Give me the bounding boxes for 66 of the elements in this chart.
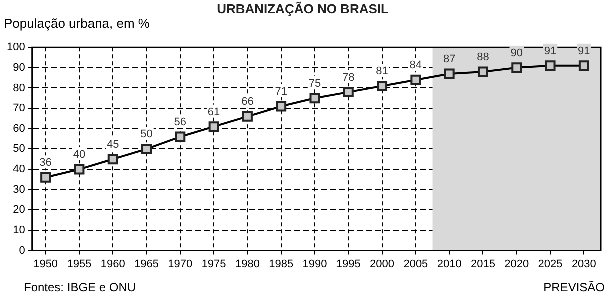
y-tick-label: 20 [13,204,26,216]
data-label: 91 [544,45,557,58]
data-label: 91 [578,45,590,58]
chart-title: URBANIZAÇÃO NO BRASIL [217,1,389,16]
y-tick-label: 50 [13,143,26,156]
data-label: 81 [376,66,388,78]
x-tick-label: 1960 [100,258,126,270]
data-label: 66 [242,96,254,108]
x-tick-label: 1985 [269,258,294,270]
y-tick-label: 100 [6,42,26,54]
y-tick-label: 90 [13,62,26,74]
point [444,68,455,80]
x-tick-label: 2005 [404,258,428,270]
point [343,87,354,98]
data-label: 40 [73,149,86,162]
data-label: 71 [275,86,288,98]
x-tick-label: 1950 [34,258,58,270]
point [74,164,85,175]
data-label: 90 [510,47,524,60]
point [545,60,556,72]
x-tick-label: 1975 [202,258,226,270]
point [478,66,488,78]
text: Fontes: IBGE e ONU [24,280,136,294]
data-label: 75 [308,78,322,90]
y-tick-label: 60 [13,122,26,135]
y-tick-label: 70 [13,102,26,115]
x-tick-label: 1995 [336,258,361,270]
x-tick-label: 1965 [134,258,159,270]
x-tick-label: 2000 [370,258,395,270]
point [512,62,522,74]
x-tick-label: 1970 [168,258,193,270]
y-tick-label: 30 [13,184,26,196]
data-label: 45 [106,138,120,151]
data-label: 78 [342,72,355,84]
data-label: 36 [40,157,52,170]
x-tick-label: 2015 [470,258,496,270]
x-tick-label: 2020 [504,258,530,270]
data-label: 50 [140,128,153,141]
x-tick-label: 1980 [235,258,260,270]
x-tick-label: 1955 [67,258,92,270]
y-tick-label: 80 [13,82,26,94]
point [40,172,52,183]
y-tick-label: 10 [13,224,26,237]
point [175,132,186,142]
y-tick-label: 40 [13,164,26,176]
data-label: 84 [410,60,422,72]
y-axis-title: População urbana, em % [4,16,150,31]
x-tick-label: 2030 [572,258,596,270]
band-label: PREVISÃO [544,280,605,294]
point [310,93,320,104]
point [410,74,422,86]
point [242,111,253,122]
point [142,144,152,154]
x-tick-label: 2025 [538,258,563,270]
point [578,60,590,72]
data-label: 88 [477,52,490,64]
point [377,80,388,92]
data-label: 87 [443,54,456,66]
point [108,154,118,165]
point [208,122,220,132]
x-tick-label: 1990 [302,258,328,270]
point [276,101,287,112]
y-tick-label: 0 [19,244,26,257]
data-label: 56 [174,116,187,129]
data-label: 61 [208,106,220,118]
x-tick-label: 2010 [437,258,462,270]
